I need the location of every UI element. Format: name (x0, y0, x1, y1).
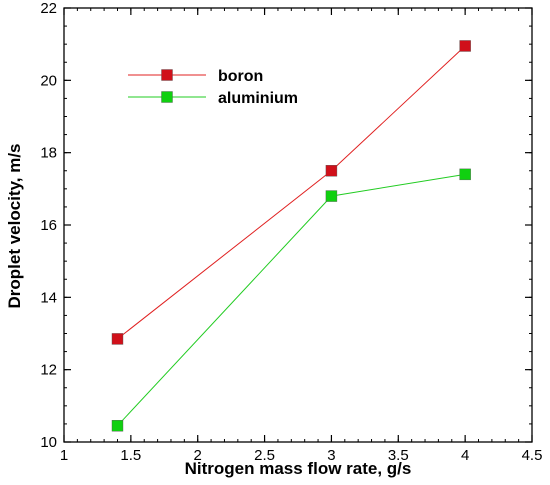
x-tick-label: 2.5 (254, 447, 275, 464)
data-point-boron (325, 165, 338, 177)
y-tick-label: 12 (40, 362, 57, 379)
legend-label-aluminium: aluminium (218, 90, 298, 107)
y-tick-label: 20 (40, 72, 57, 89)
data-point-aluminium (325, 190, 338, 202)
plot-frame (63, 7, 533, 443)
x-tick-label: 1 (60, 447, 68, 464)
x-tick-label: 3.5 (388, 447, 409, 464)
y-tick-label: 22 (40, 0, 57, 17)
data-point-aluminium (459, 168, 471, 181)
axis-ticks: 1 1.5 2 2.5 3 3.5 4 4.5 10 12 14 16 18 20 22 (40, 0, 542, 464)
legend-marker-boron (161, 69, 173, 81)
y-axis-title: Droplet velocity, m/s (5, 143, 24, 308)
data-point-boron (111, 333, 124, 345)
y-tick-label: 16 (40, 217, 57, 234)
y-tick-label: 18 (40, 145, 57, 162)
legend-label-boron: boron (218, 68, 263, 85)
data-point-aluminium (111, 420, 124, 432)
y-tick-label: 14 (40, 289, 57, 306)
legend: boron aluminium (128, 68, 298, 107)
x-tick-label: 1.5 (120, 447, 141, 464)
x-axis-title: Nitrogen mass flow rate, g/s (185, 459, 412, 478)
x-tick-label: 4.5 (522, 447, 543, 464)
series-layer (111, 40, 471, 432)
legend-marker-aluminium (161, 91, 173, 103)
plot-border (63, 7, 533, 443)
series-line-aluminium (117, 173, 466, 427)
x-tick-label: 3 (327, 447, 335, 464)
y-tick-label: 10 (40, 434, 57, 451)
x-tick-label: 2 (194, 447, 202, 464)
data-point-boron (459, 40, 471, 52)
x-tick-label: 4 (461, 447, 469, 464)
